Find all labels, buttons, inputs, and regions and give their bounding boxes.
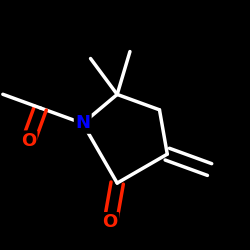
Text: N: N (75, 114, 90, 132)
Text: O: O (21, 132, 36, 150)
Text: O: O (102, 214, 118, 232)
